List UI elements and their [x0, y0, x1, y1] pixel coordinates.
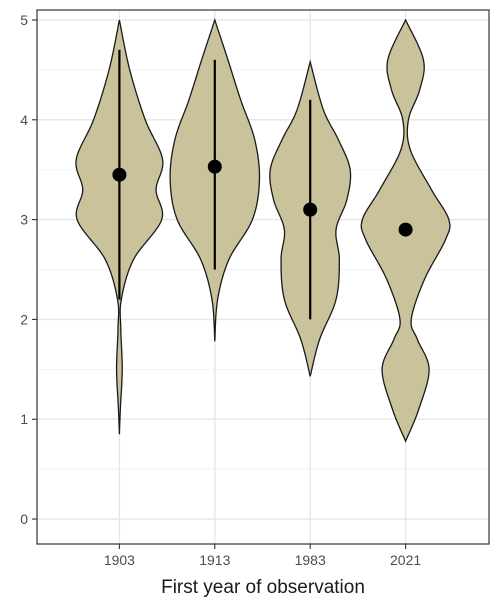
- y-tick-label: 1: [20, 411, 28, 427]
- mean-point-1913: [207, 159, 222, 174]
- mean-point-2021: [398, 222, 413, 237]
- y-tick-label: 4: [20, 112, 28, 128]
- x-tick-label: 1983: [295, 552, 326, 568]
- x-tick-label: 1913: [199, 552, 230, 568]
- mean-point-1983: [303, 202, 318, 217]
- x-axis: 1903 1913 1983 2021: [104, 544, 421, 568]
- mean-points: [112, 159, 413, 237]
- y-tick-label: 2: [20, 311, 28, 327]
- x-tick-label: 1903: [104, 552, 135, 568]
- y-axis: 0 1 2 3 4 5: [20, 12, 37, 527]
- y-tick-label: 3: [20, 212, 28, 228]
- x-tick-label: 2021: [390, 552, 421, 568]
- y-tick-label: 5: [20, 12, 28, 28]
- x-axis-title: First year of observation: [161, 577, 365, 598]
- y-tick-label: 0: [20, 511, 28, 527]
- mean-point-1903: [112, 167, 127, 182]
- plot-panel-border: [36, 9, 490, 545]
